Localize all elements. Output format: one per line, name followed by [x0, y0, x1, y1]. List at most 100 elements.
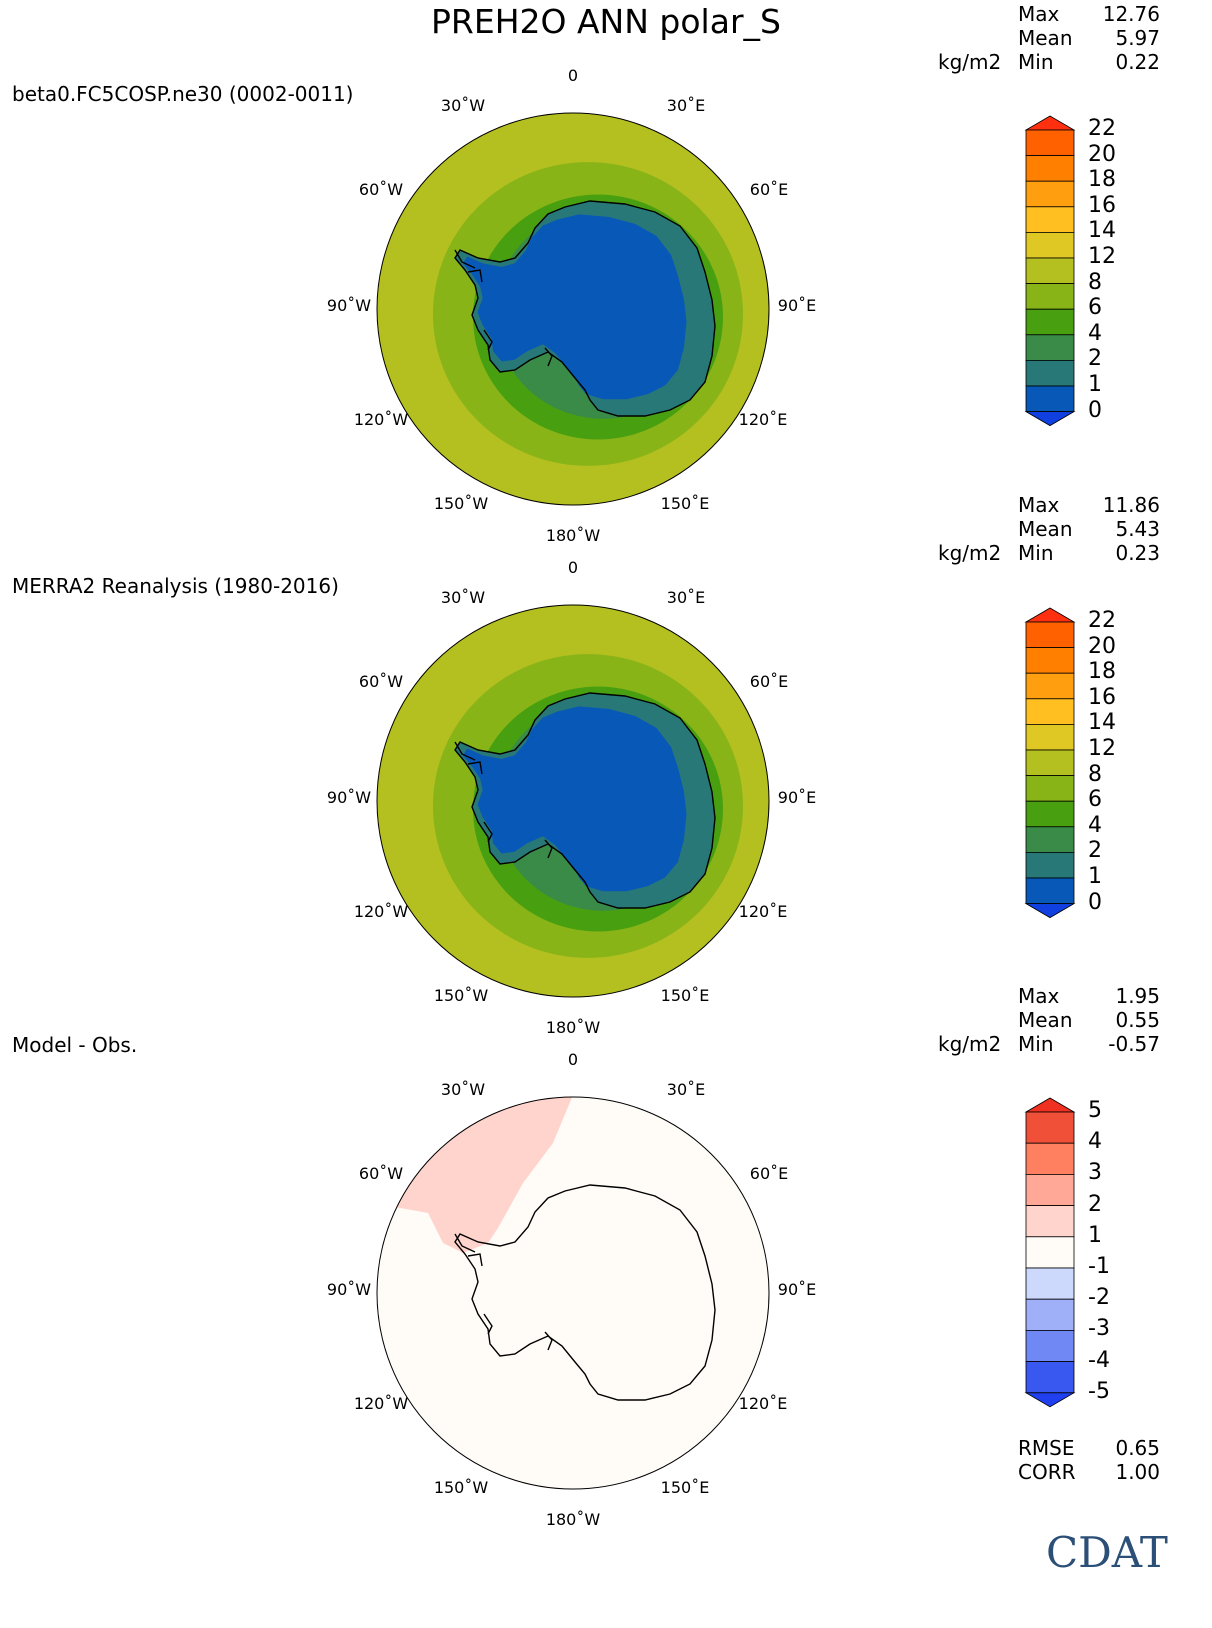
colorbar-swatch [1025, 206, 1075, 233]
corr-label: CORR [1018, 1460, 1076, 1484]
colorbar-label: 16 [1088, 192, 1116, 218]
lon-tick-label: 150˚W [433, 986, 489, 1005]
colorbar-swatch [1025, 1361, 1075, 1394]
colorbar-label: 2 [1088, 346, 1102, 372]
colorbar-swatch [1025, 1329, 1075, 1362]
colorbar-1 [1024, 115, 1076, 427]
colorbar-swatch [1025, 851, 1075, 879]
colorbar-swatch [1025, 232, 1075, 259]
colorbar-label: 4 [1088, 1129, 1102, 1155]
colorbar-label: 4 [1088, 320, 1102, 346]
lon-tick-label: 30˚E [666, 1080, 706, 1099]
lon-tick-label: 60˚E [749, 180, 789, 199]
colorbar-swatch [1025, 334, 1075, 361]
colorbar-swatch [1025, 647, 1075, 674]
stat-max-value: 12.76 [1102, 2, 1160, 26]
lon-tick-label: 90˚E [777, 1280, 817, 1299]
colorbar-swatch [1025, 180, 1075, 208]
panel-2-title: MERRA2 Reanalysis (1980-2016) [12, 574, 339, 598]
lon-tick-label: 60˚W [358, 672, 404, 691]
lon-tick-label: 120˚E [738, 1394, 788, 1413]
lon-tick-label: 0 [567, 1050, 579, 1069]
colorbar-swatch [1025, 283, 1075, 310]
lon-tick-label: 30˚W [440, 1080, 486, 1099]
lon-tick-label: 150˚W [433, 1478, 489, 1497]
lon-tick-label: 150˚E [660, 986, 710, 1005]
lon-tick-label: 60˚W [358, 180, 404, 199]
colorbar-label: -5 [1088, 1378, 1110, 1404]
colorbar-swatch [1025, 385, 1075, 413]
lon-tick-label: 120˚W [353, 410, 409, 429]
colorbar-swatch [1025, 724, 1075, 751]
stat-min-value: -0.57 [1108, 1032, 1160, 1056]
colorbar-swatch [1025, 1174, 1075, 1207]
colorbar-label: 1 [1088, 372, 1102, 397]
colorbar-swatch [1025, 1236, 1075, 1269]
lon-tick-label: 120˚E [738, 902, 788, 921]
lon-tick-label: 150˚W [433, 494, 489, 513]
stat-max-label: Max [1018, 2, 1060, 26]
lon-tick-label: 120˚W [353, 902, 409, 921]
colorbar-label: -2 [1088, 1285, 1110, 1311]
colorbar-swatch [1025, 749, 1075, 777]
colorbar-label: 2 [1088, 1191, 1102, 1217]
colorbar-label: 12 [1088, 244, 1116, 269]
stat-min-value: 0.23 [1115, 541, 1160, 565]
lon-tick-label: 180˚W [545, 526, 601, 545]
stat-min-label: Min [1018, 541, 1054, 565]
colorbar-label: 1 [1088, 1222, 1102, 1248]
stat-max-label: Max [1018, 493, 1060, 517]
lon-tick-label: 90˚E [777, 788, 817, 807]
lon-tick-label: 30˚E [666, 96, 706, 115]
cdat-logo: CDAT [1046, 1528, 1168, 1577]
lon-tick-label: 90˚E [777, 296, 817, 315]
rmse-value: 0.65 [1115, 1436, 1160, 1460]
colorbar-label: 2 [1088, 838, 1102, 864]
colorbar-label: 20 [1088, 633, 1116, 659]
stat-max-value: 11.86 [1102, 493, 1160, 517]
lon-tick-label: 90˚W [326, 296, 372, 315]
colorbar-swatch [1025, 775, 1075, 802]
antarctica-coastline [454, 1184, 716, 1401]
lon-tick-label: 150˚E [660, 494, 710, 513]
colorbar-label: 6 [1088, 787, 1102, 813]
colorbar-label: 3 [1088, 1160, 1102, 1186]
colorbar-swatch [1025, 800, 1075, 828]
colorbar-2 [1024, 607, 1076, 919]
colorbar-label: -4 [1088, 1347, 1110, 1373]
stat-mean-label: Mean [1018, 26, 1073, 50]
colorbar-label: 0 [1088, 397, 1102, 423]
colorbar-3 [1024, 1097, 1076, 1408]
panel-1-title: beta0.FC5COSP.ne30 (0002-0011) [12, 82, 354, 106]
stat-min-label: Min [1018, 1032, 1054, 1056]
colorbar-label: 18 [1088, 167, 1116, 193]
stat-mean-label: Mean [1018, 517, 1073, 541]
corr-value: 1.00 [1115, 1460, 1160, 1484]
lon-tick-label: 30˚W [440, 96, 486, 115]
antarctica-coastline [454, 200, 716, 417]
colorbar-swatch [1025, 1267, 1075, 1300]
lon-tick-label: 180˚W [545, 1018, 601, 1037]
colorbar-swatch [1025, 1298, 1075, 1331]
lon-tick-label: 60˚E [749, 1164, 789, 1183]
colorbar-swatch [1025, 672, 1075, 700]
colorbar-label: -3 [1088, 1316, 1110, 1342]
colorbar-swatch [1025, 1205, 1075, 1238]
colorbar-label: 18 [1088, 659, 1116, 685]
lon-tick-label: 0 [567, 66, 579, 85]
lon-tick-label: 30˚W [440, 588, 486, 607]
antarctica-coastline [454, 692, 716, 909]
stat-mean-label: Mean [1018, 1008, 1073, 1032]
stat-max-value: 1.95 [1115, 984, 1160, 1008]
colorbar-swatch [1025, 129, 1075, 157]
stat-mean-value: 0.55 [1115, 1008, 1160, 1032]
stat-max-label: Max [1018, 984, 1060, 1008]
panel-3-units: kg/m2 [938, 1032, 1002, 1056]
colorbar-swatch [1025, 621, 1075, 649]
lon-tick-label: 60˚W [358, 1164, 404, 1183]
lon-tick-label: 180˚W [545, 1510, 601, 1529]
colorbar-label: 14 [1088, 710, 1116, 736]
